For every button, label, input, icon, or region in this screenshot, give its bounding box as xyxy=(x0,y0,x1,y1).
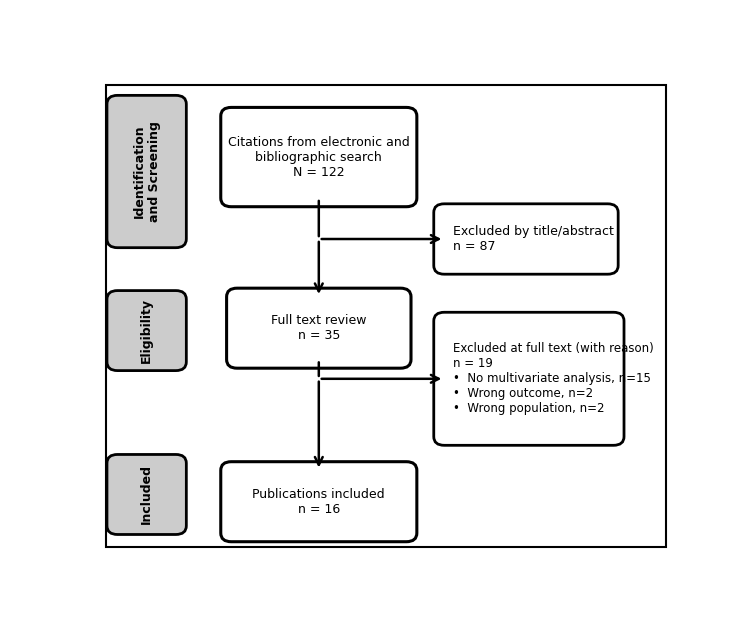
FancyBboxPatch shape xyxy=(221,108,417,207)
Text: Identification
and Screening: Identification and Screening xyxy=(133,121,160,222)
Text: Full text review
n = 35: Full text review n = 35 xyxy=(271,314,367,342)
Text: Citations from electronic and
bibliographic search
N = 122: Citations from electronic and bibliograp… xyxy=(228,136,410,178)
FancyBboxPatch shape xyxy=(434,312,624,445)
Text: Included: Included xyxy=(140,464,153,525)
FancyBboxPatch shape xyxy=(227,288,411,368)
FancyBboxPatch shape xyxy=(221,462,417,541)
Text: Excluded by title/abstract
n = 87: Excluded by title/abstract n = 87 xyxy=(453,225,614,253)
FancyBboxPatch shape xyxy=(107,95,186,248)
Text: Publications included
n = 16: Publications included n = 16 xyxy=(252,488,385,516)
Text: Excluded at full text (with reason)
n = 19
•  No multivariate analysis, n=15
•  : Excluded at full text (with reason) n = … xyxy=(453,342,654,415)
FancyBboxPatch shape xyxy=(107,454,186,535)
Text: Eligibility: Eligibility xyxy=(140,298,153,363)
FancyBboxPatch shape xyxy=(105,85,666,548)
FancyBboxPatch shape xyxy=(434,204,618,274)
FancyBboxPatch shape xyxy=(107,290,186,371)
